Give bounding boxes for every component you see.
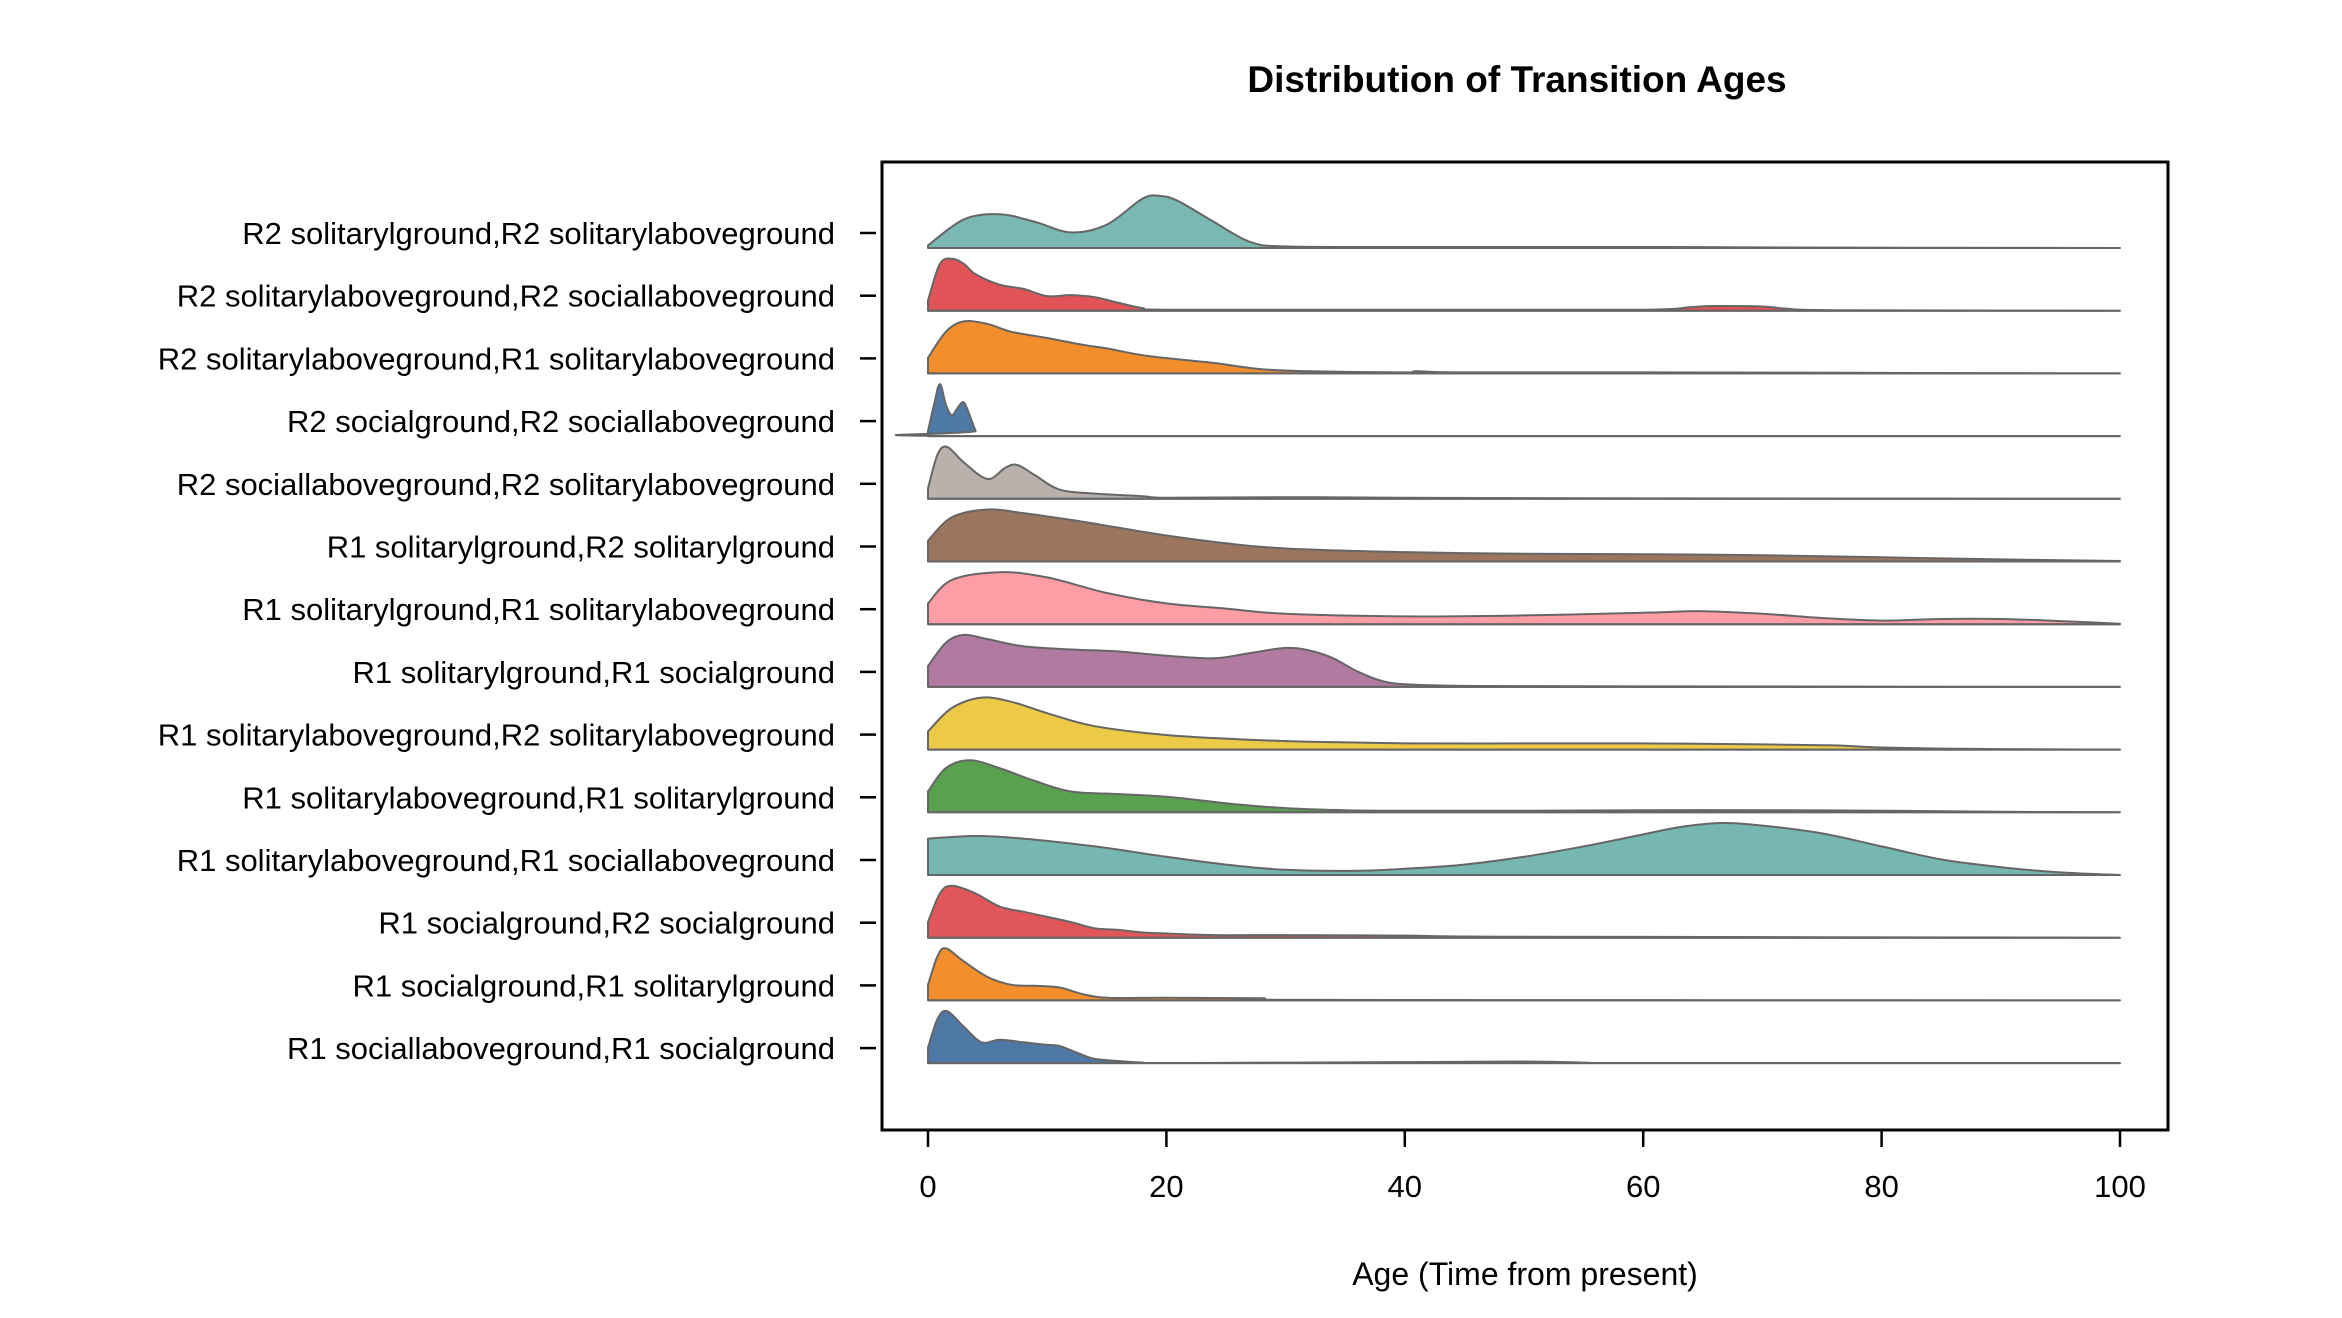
ridge-area	[927, 445, 2121, 500]
y-tick-label: R2 solitarylground,R2 solitarylabovegrou…	[242, 216, 835, 251]
ridge-area	[927, 759, 2121, 814]
y-tick-label: R2 socialground,R2 sociallaboveground	[287, 404, 835, 439]
ridge-area	[927, 571, 2121, 626]
ridge-area	[927, 257, 2121, 312]
y-tick-label: R1 socialground,R2 socialground	[378, 906, 835, 941]
y-tick-label: R2 solitarylaboveground,R1 solitarylabov…	[158, 341, 835, 376]
y-tick-label: R2 sociallaboveground,R2 solitarylaboveg…	[177, 467, 835, 502]
ridge-area	[927, 696, 2121, 751]
x-tick-label: 20	[1149, 1169, 1183, 1204]
y-tick-label: R2 solitarylaboveground,R2 sociallaboveg…	[177, 279, 835, 314]
y-tick-label: R1 solitarylaboveground,R1 sociallaboveg…	[177, 843, 835, 878]
x-tick-label: 40	[1388, 1169, 1422, 1204]
ridge-area	[927, 320, 2121, 375]
x-tick-label: 80	[1864, 1169, 1898, 1204]
ridges-group	[894, 194, 2121, 1065]
y-tick-label: R1 solitarylaboveground,R1 solitarylgrou…	[242, 780, 835, 815]
x-tick-label: 60	[1626, 1169, 1660, 1204]
y-tick-label: R1 solitarylground,R2 solitarylground	[327, 530, 835, 565]
x-tick-label: 0	[919, 1169, 936, 1204]
y-tick-label: R1 sociallaboveground,R1 socialground	[287, 1031, 835, 1066]
x-tick-label: 100	[2094, 1169, 2146, 1204]
y-axis: R2 solitarylground,R2 solitarylabovegrou…	[158, 216, 876, 1066]
plot-frame	[880, 160, 2170, 1132]
y-tick-label: R1 solitarylground,R1 socialground	[353, 655, 835, 690]
ridge-area	[894, 383, 2121, 438]
x-axis: 0 20 40 60 80 100	[919, 1130, 2146, 1204]
y-tick-label: R1 solitarylaboveground,R2 solitarylabov…	[158, 718, 835, 753]
ridge-area	[927, 947, 2121, 1002]
x-axis-title: Age (Time from present)	[1352, 1256, 1698, 1292]
ridge-area	[927, 194, 2121, 249]
ridge-area	[927, 508, 2121, 563]
y-tick-label: R1 socialground,R1 solitarylground	[353, 968, 835, 1003]
ridge-area	[927, 633, 2121, 688]
ridge-area	[927, 821, 2121, 876]
ridge-area	[927, 884, 2121, 939]
ridge-area	[927, 1009, 2121, 1065]
chart-title: Distribution of Transition Ages	[1247, 59, 1786, 100]
y-tick-label: R1 solitarylground,R1 solitarylabovegrou…	[242, 592, 835, 627]
